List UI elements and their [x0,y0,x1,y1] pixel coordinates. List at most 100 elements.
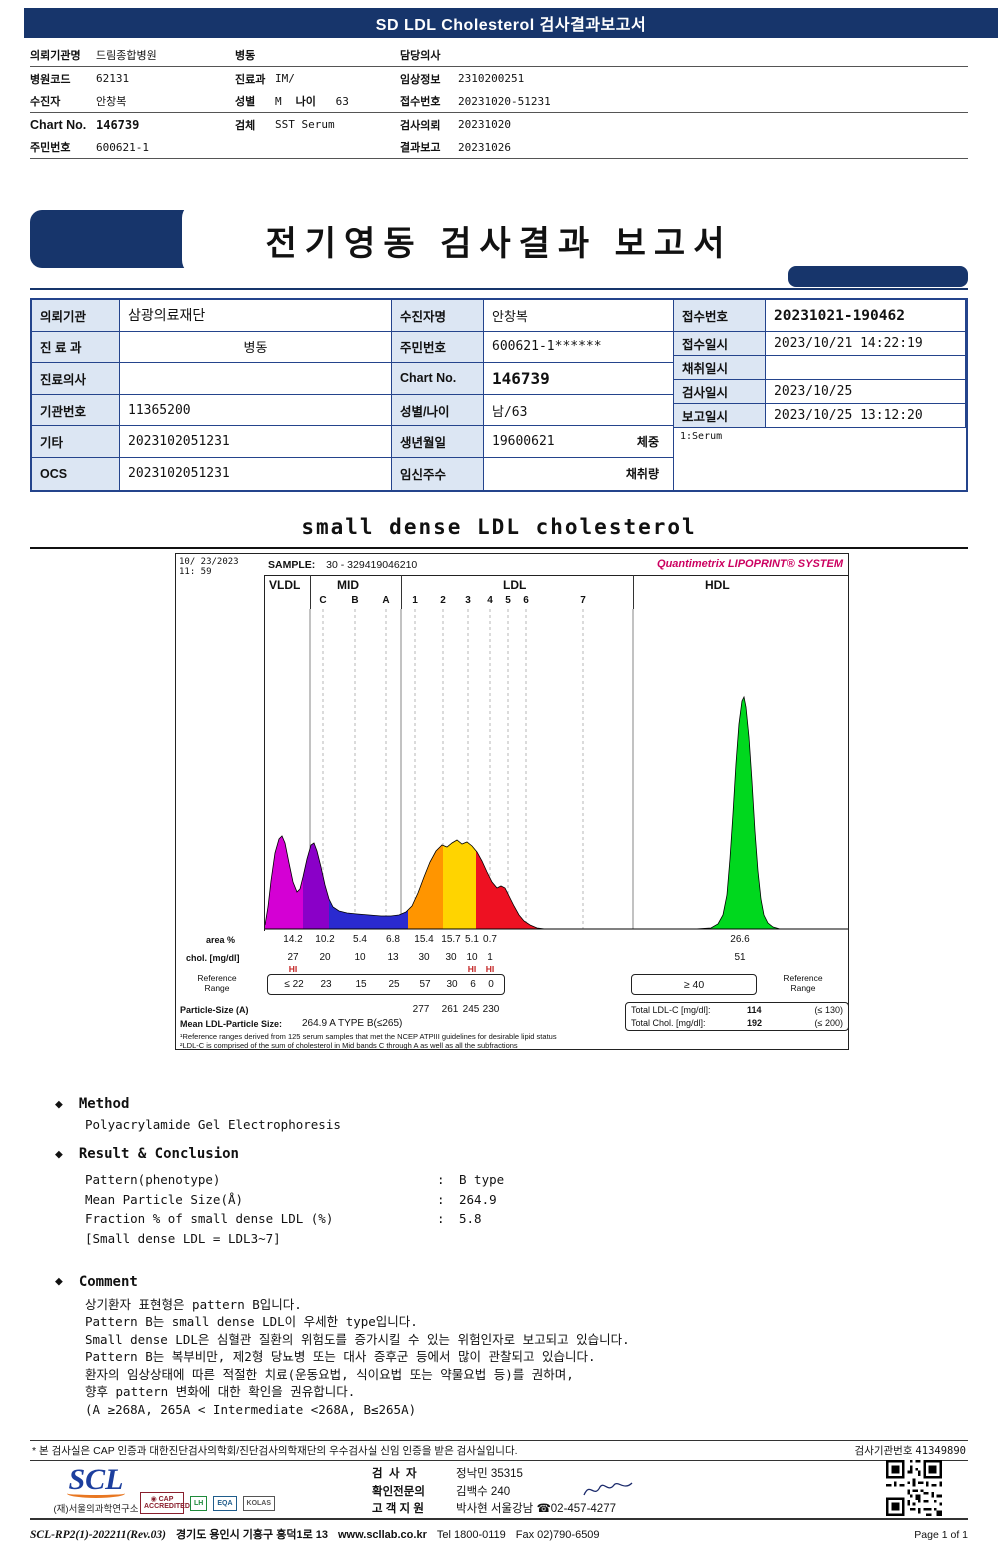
cholesterol-value: 30 [418,952,430,963]
patient-field: 주민번호 600621-1 [30,139,235,155]
area-percent-value: 14.2 [283,934,303,945]
comment-line: Pattern B는 small dense LDL이 우세한 type입니다. [85,1314,418,1329]
particle-size-value: 245 [462,1004,480,1015]
mean-particle-label: Mean LDL-Particle Size: [180,1019,283,1029]
colon: : [437,1172,445,1187]
order-info-left: 의뢰기관 삼광의료재단 수진자명 안창복 진 료 과 병동 주민번호 600621-1****… [32,300,674,490]
particle-size-row-label: Particle-Size (A) [180,1005,249,1015]
field-value: 2310200251 [458,72,525,85]
table-label: 진료의사 [32,363,120,395]
field-label: 결과보고 [400,142,441,154]
colon: : [437,1211,445,1226]
total-row: Total Chol. [mg/dl]: 192 (≤ 200) [631,1017,843,1029]
org-number: 검사기관번호 41349890 [855,1443,966,1458]
field-label: 담당의사 [400,50,441,62]
table-row: 보고일시 2023/10/25 13:12:20 [674,404,966,428]
table-value: 병동 [120,331,392,364]
method-heading: ◆ Method [55,1096,955,1112]
table-label: 주민번호 [392,331,484,364]
patient-header-row: 병원코드 62131 진료과 IM/임상정보 2310200251 [30,67,968,90]
method-heading-text: Method [78,1096,130,1112]
footnote-1: ¹Reference ranges derived from 125 serum… [180,1032,557,1041]
table-value: 2023102051231 [120,457,392,490]
order-info-table: 의뢰기관 삼광의료재단 수진자명 안창복 진 료 과 병동 주민번호 600621-1****… [30,298,968,492]
comment-heading: ◆ Comment [55,1274,955,1290]
particle-size-value: 230 [482,1004,500,1015]
lab-address: 경기도 용인시 기흥구 흥덕1로 13 [175,1529,328,1541]
particle-size-value: 261 [441,1004,459,1015]
band-label: MID [337,578,359,592]
area-percent-value: 15.7 [441,934,461,945]
result-value: 5.8 [459,1211,482,1226]
total-row: Total LDL-C [mg/dl]: 114 (≤ 130) [631,1004,843,1016]
area-percent-value: 6.8 [386,934,400,945]
band-divider [633,575,634,609]
patient-field: 결과보고 20231026 [400,139,968,155]
comment-heading-text: Comment [78,1273,138,1290]
table-label: 진 료 과 [32,331,120,364]
staff-role-label: 검 사 자 [372,1468,417,1480]
reference-value: 0 [488,979,494,990]
hdl-reference-box: ≥ 40 [631,974,757,995]
table-label: 접수일시 [674,332,766,356]
panel-divider [264,575,848,576]
field-value: M [275,94,282,108]
patient-field: 접수번호 20231020-51231 [400,93,968,109]
table-value: 채취량 [484,457,674,490]
result-value: B type [459,1172,505,1187]
totals-box: Total LDL-C [mg/dl]: 114 (≤ 130) Total Chol… [625,1002,849,1031]
staff-row: 검 사 자 정낙민 35315 [372,1466,616,1484]
table-value [120,363,392,395]
cholesterol-value: 20 [319,952,331,963]
patient-field: 담당의사 [400,47,968,63]
field-label: 진료과 [235,73,266,86]
diamond-bullet-icon: ◆ [55,1274,63,1289]
comment-line: Pattern B는 복부비만, 제2형 당뇨병 또는 대사 증후군 등에서 많… [85,1349,596,1364]
field-label: 의뢰기관명 [30,50,81,62]
accreditation-badges: ◉ CAP ACCREDITED LH EQA KOLAS [140,1492,276,1514]
value-text: 146739 [492,368,550,388]
table-label: 수진자명 [392,300,484,332]
table-row: 접수일시 2023/10/21 14:22:19 [674,332,966,356]
scan-datetime: 10/ 23/2023 11: 59 [179,557,239,577]
table-row: 접수번호 20231021-190462 [674,300,966,332]
band-label: VLDL [269,578,301,592]
table-label: 임신주수 [392,457,484,490]
table-value: 600621-1****** [484,331,674,364]
subfraction-label: 4 [487,595,493,606]
field-label: 접수번호 [400,96,441,108]
staff-name: 정낙민 35315 [456,1468,523,1480]
field-label: 나이 [295,96,316,108]
cholesterol-value: 1 [487,952,493,963]
field-value: 62131 [96,72,130,85]
document-code: SCL-RP2(1)-202211(Rev.03) [30,1529,166,1541]
table-row: 검사일시 2023/10/25 [674,380,966,404]
banner-title-box [182,202,968,276]
area-percent-value: 0.7 [483,934,497,945]
field-value: 600621-1 [96,140,149,154]
serum-note: 1:Serum [680,431,723,442]
field-label: 주민번호 [30,142,71,154]
field-label: 수진자 [30,96,61,108]
field-value: 안창복 [96,95,127,108]
accreditation-badge: LH [190,1495,208,1511]
value-text: 600621-1****** [492,339,602,355]
sample-label: SAMPLE: [268,559,316,571]
table-label: OCS [32,457,120,490]
sample-id-line: SAMPLE: 30 - 329419046210 [268,559,417,571]
electrophoresis-curve [265,609,848,930]
org-number-value: 41349890 [915,1445,966,1457]
field-value: 63 [335,94,349,108]
result-label: Mean Particle Size(Å) [85,1191,244,1207]
lab-telephone: Tel 1800-0119 [436,1529,506,1541]
cholesterol-value: 10 [354,952,366,963]
lab-website: www.scllab.co.kr [338,1529,427,1541]
field-label: 성별 [235,96,256,108]
title-banner: 전기영동 검사결과 보고서 [30,202,968,290]
inline-sub-label: 체중 [636,435,659,450]
accreditation-badge: KOLAS [242,1495,276,1511]
patient-field: 검체 SST Serum [235,117,400,133]
field-value: IM/ [275,72,295,85]
field-label: 병동 [235,50,256,62]
